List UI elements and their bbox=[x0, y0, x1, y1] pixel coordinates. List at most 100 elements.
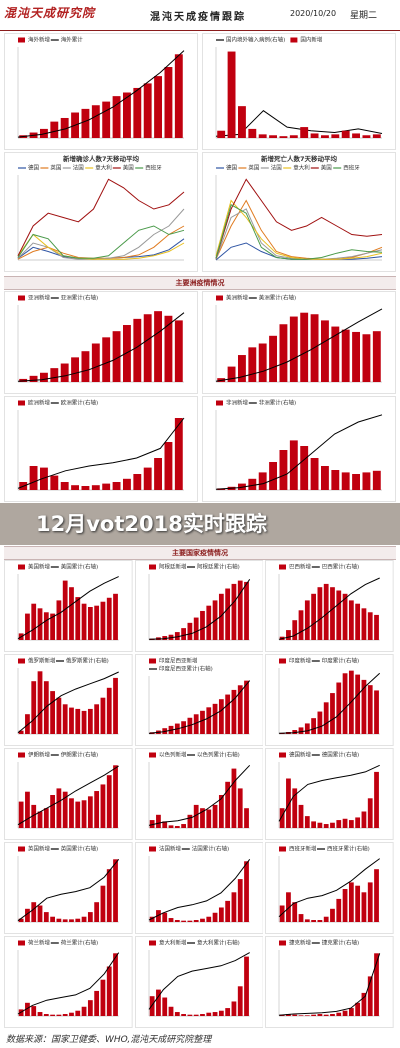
bar bbox=[361, 992, 367, 1016]
bar bbox=[100, 601, 106, 640]
bar bbox=[155, 910, 161, 922]
bar bbox=[349, 1008, 355, 1016]
legend-label: 德国 bbox=[226, 164, 238, 172]
bar bbox=[336, 820, 342, 828]
bar bbox=[113, 593, 118, 640]
line bbox=[17, 417, 185, 489]
bar bbox=[37, 1012, 43, 1016]
legend-label: 国内境外输入病例(右轴) bbox=[226, 36, 285, 44]
legend-swatch bbox=[18, 37, 25, 43]
bar bbox=[341, 472, 350, 490]
legend-label: 英国累计(右轴) bbox=[61, 845, 98, 853]
bar bbox=[187, 717, 192, 734]
bar bbox=[174, 632, 180, 640]
bar bbox=[243, 808, 249, 828]
legend-label: 俄罗斯新增 bbox=[28, 657, 56, 665]
chart-panel: 美国新增 美国累计(右轴) bbox=[4, 560, 133, 652]
bar bbox=[355, 817, 361, 828]
bar bbox=[317, 920, 323, 922]
bar bbox=[43, 912, 49, 922]
bar bbox=[149, 916, 155, 922]
bar bbox=[199, 610, 205, 640]
bar bbox=[94, 990, 100, 1016]
bar bbox=[374, 869, 380, 922]
bar bbox=[31, 804, 37, 828]
bar bbox=[248, 128, 257, 138]
bar bbox=[217, 130, 226, 138]
bar bbox=[227, 366, 236, 382]
legend-label: 西班牙 bbox=[343, 164, 360, 172]
panel-frame bbox=[4, 748, 133, 840]
bar bbox=[231, 768, 236, 828]
bar bbox=[320, 135, 329, 138]
bar bbox=[18, 918, 24, 922]
bar bbox=[180, 920, 186, 922]
panel-title: 新增确诊人数7天移动平均 bbox=[63, 154, 140, 163]
bar bbox=[330, 587, 336, 640]
bar bbox=[106, 597, 112, 640]
bar bbox=[193, 804, 199, 828]
bar bbox=[143, 83, 152, 138]
bar bbox=[133, 474, 142, 490]
bar bbox=[212, 1012, 218, 1016]
bar bbox=[193, 1014, 199, 1016]
bar bbox=[324, 824, 329, 828]
bar bbox=[349, 600, 355, 640]
bar bbox=[305, 723, 311, 734]
bar bbox=[180, 1014, 186, 1016]
chart-panel: 非洲新增 非洲累计(右轴) bbox=[202, 396, 396, 502]
bar bbox=[161, 821, 167, 828]
line bbox=[17, 858, 120, 922]
bar bbox=[231, 892, 236, 922]
bar bbox=[206, 605, 211, 640]
bar bbox=[243, 581, 249, 640]
bar bbox=[374, 690, 380, 734]
legend-label: 美国累计(右轴) bbox=[61, 563, 98, 571]
bar bbox=[355, 674, 361, 734]
chart-panel: 英国新增 英国累计(右轴) bbox=[4, 842, 133, 934]
bar bbox=[311, 1014, 317, 1016]
bar bbox=[374, 771, 380, 828]
legend-label: 巴西新增 bbox=[289, 563, 311, 571]
bar bbox=[361, 679, 367, 734]
line bbox=[215, 414, 383, 490]
bar bbox=[187, 622, 192, 640]
bar bbox=[368, 612, 373, 640]
bar bbox=[298, 914, 304, 922]
bar bbox=[368, 882, 373, 922]
bar bbox=[100, 979, 106, 1016]
bar bbox=[50, 121, 59, 138]
bar bbox=[324, 583, 329, 640]
bar bbox=[231, 1001, 236, 1016]
legend-swatch bbox=[18, 846, 25, 852]
bar bbox=[187, 1014, 192, 1016]
line bbox=[148, 764, 250, 826]
panel-frame bbox=[265, 654, 394, 746]
bar bbox=[69, 798, 74, 828]
panel-frame bbox=[134, 842, 264, 934]
bar bbox=[218, 593, 224, 640]
legend-label: 巴西累计(右轴) bbox=[322, 563, 359, 571]
bar bbox=[87, 1000, 93, 1016]
bar bbox=[75, 801, 81, 828]
bar bbox=[37, 811, 43, 828]
legend-label: 以色列新增 bbox=[159, 751, 187, 759]
bar bbox=[258, 343, 267, 382]
line bbox=[279, 953, 381, 1016]
bar bbox=[311, 821, 317, 828]
bar bbox=[218, 699, 224, 734]
bar bbox=[231, 583, 236, 640]
bar bbox=[361, 892, 367, 922]
bar bbox=[122, 478, 131, 490]
bar bbox=[180, 824, 186, 828]
line bbox=[279, 577, 381, 640]
bar bbox=[372, 134, 381, 138]
bar bbox=[243, 861, 249, 922]
bar bbox=[106, 687, 112, 734]
bar bbox=[298, 727, 304, 734]
bar bbox=[112, 482, 121, 490]
legend-label: 美国新增 bbox=[28, 563, 50, 571]
legend-label: 以色列累计(右轴) bbox=[197, 751, 240, 759]
